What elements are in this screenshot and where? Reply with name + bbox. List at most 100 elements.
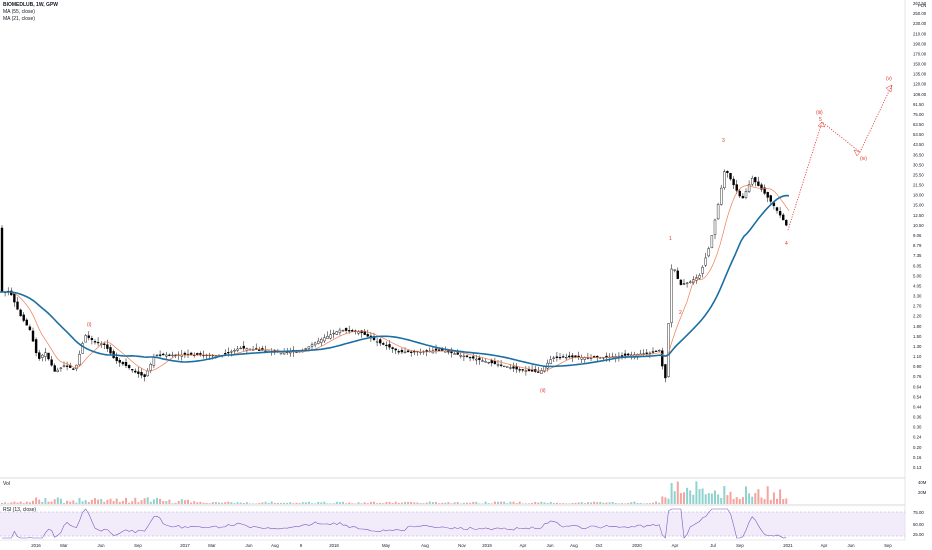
price-axis[interactable]: 267.50 250.00 230.00 210.00 190.00 170.00 150.…: [913, 1, 927, 470]
volume-bar: [555, 502, 558, 504]
volume-bar: [239, 502, 242, 504]
candle-body: [388, 344, 391, 348]
projection-path: [787, 84, 893, 231]
volume-bar: [376, 503, 379, 504]
volume-bar: [109, 498, 112, 504]
legend-ma-slow[interactable]: MA (55, close): [3, 9, 35, 15]
candle-body: [143, 374, 146, 378]
volume-bar: [298, 503, 301, 504]
volume-bar: [87, 502, 90, 504]
candle-body: [549, 359, 552, 364]
price-axis-label: 135.00: [913, 72, 927, 77]
volume-bar: [323, 501, 326, 504]
candle-body: [503, 365, 506, 368]
price-axis-label: 63.50: [913, 122, 924, 127]
volume-bar: [382, 503, 385, 504]
candle-body: [289, 351, 292, 354]
volume-bar: [152, 499, 155, 504]
volume-bar: [772, 492, 775, 504]
candle-body: [44, 352, 47, 357]
price-axis-label: 0.16: [913, 455, 922, 460]
volume-bar: [283, 502, 286, 504]
volume-bar: [106, 499, 109, 504]
volume-bar: [462, 502, 465, 504]
candle-body: [146, 370, 149, 377]
volume-bar: [242, 503, 245, 504]
candle-body: [313, 342, 317, 346]
volume-bar: [267, 502, 270, 504]
time-axis[interactable]: 2016 Mar Jun Sep 2017 Mar Jun Aug 9 2018 May Aug Nov…: [31, 543, 892, 548]
volume-bar: [211, 502, 214, 504]
volume-bar: [695, 481, 698, 504]
legend-ma-fast[interactable]: MA (21, close): [3, 16, 35, 22]
volume-bar: [586, 502, 589, 504]
volume-bar: [202, 502, 205, 504]
volume-bar: [726, 495, 729, 504]
volume-bar: [568, 503, 571, 504]
time-axis-label: 9: [300, 543, 303, 548]
volume-bar: [506, 503, 509, 504]
candle-body: [627, 353, 630, 356]
rsi-pane-label[interactable]: RSI (13, close): [3, 507, 37, 513]
volume-bar: [729, 491, 732, 504]
candle-body: [282, 351, 286, 355]
candle-body: [738, 190, 741, 197]
candle-body: [475, 358, 478, 361]
volume-bar: [593, 501, 596, 504]
vol-pane-label[interactable]: Vol: [3, 481, 10, 487]
volume-bar: [56, 497, 59, 504]
volume-bar: [562, 503, 565, 504]
candle-body: [366, 334, 369, 337]
candle-body: [310, 344, 314, 347]
time-axis-label: Mar: [208, 543, 216, 548]
candle-body: [530, 369, 534, 372]
price-axis-label: 5.00: [913, 273, 922, 278]
candle-body: [465, 355, 469, 357]
volume-bar: [224, 502, 227, 504]
candle-body: [692, 279, 695, 283]
candle-body: [524, 370, 528, 372]
candle-body: [0, 227, 4, 293]
volume-bar: [416, 502, 419, 504]
candle-body: [65, 365, 69, 367]
candle-body: [658, 350, 661, 352]
candle-body: [233, 350, 236, 352]
price-axis-label: 6.05: [913, 263, 922, 268]
candle-body: [22, 314, 25, 321]
price-axis-label: 7.35: [913, 253, 922, 258]
volume-bar: [314, 503, 317, 504]
volume-bar: [149, 501, 152, 504]
price-axis-label: 2.70: [913, 304, 922, 309]
legend-symbol[interactable]: BIOMEDLUB, 1W, GPW: [3, 2, 58, 8]
volume-bar: [22, 503, 25, 504]
wave-label-5: 5: [819, 117, 822, 123]
ma-fast-line: [0, 185, 790, 372]
volume-bar: [193, 501, 196, 504]
volume-bar: [187, 499, 189, 504]
candle-body: [676, 270, 679, 279]
volume-bar: [252, 503, 255, 504]
volume-bar: [410, 501, 413, 504]
volume-bar: [230, 502, 233, 504]
candle-body: [769, 195, 772, 202]
time-axis-label: Jun: [98, 543, 106, 548]
volume-bar: [307, 501, 310, 504]
volume-bar: [332, 503, 335, 504]
volume-bar: [125, 497, 127, 504]
currency-tag: PLN: [918, 3, 926, 8]
volume-bar: [205, 502, 208, 504]
candle-body: [121, 362, 125, 365]
candle-body: [462, 355, 466, 358]
volume-bar: [698, 489, 701, 504]
price-axis-label: 12.50: [913, 213, 924, 218]
time-axis-label: 2020: [632, 543, 642, 548]
volume-bar: [503, 501, 506, 504]
candle-body: [115, 356, 118, 362]
candle-body: [509, 367, 512, 369]
candle-body: [766, 192, 769, 198]
volume-bar: [661, 496, 664, 504]
candle-body: [723, 171, 726, 189]
volume-bar: [94, 498, 96, 504]
price-axis-label: 230.00: [913, 21, 927, 26]
